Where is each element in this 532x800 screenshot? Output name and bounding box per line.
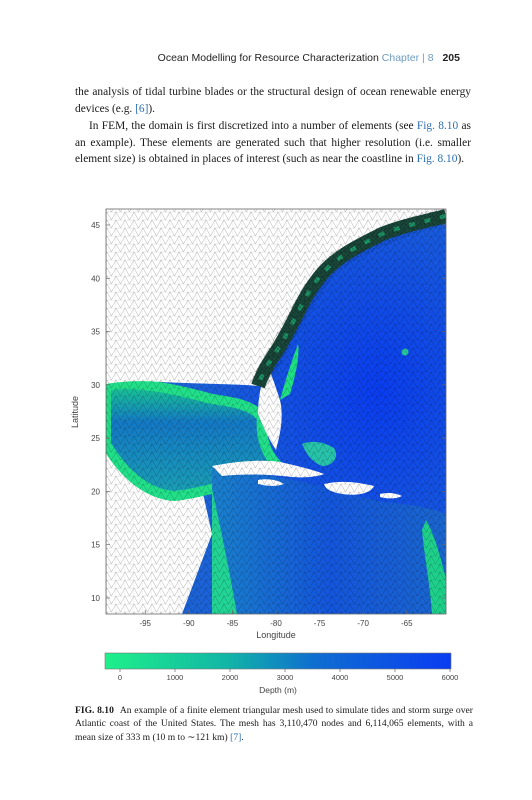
- paragraph-2: In FEM, the domain is first discretized …: [75, 118, 471, 168]
- paragraph-1-text-b: ).: [148, 102, 156, 115]
- y-tick-label: 25: [91, 434, 100, 443]
- y-tick-label: 15: [91, 541, 100, 550]
- y-tick-label: 20: [91, 487, 100, 496]
- y-tick-label: 40: [91, 274, 100, 283]
- colorbar-tick-marks: [119, 669, 451, 672]
- x-tick-label: -70: [357, 619, 369, 628]
- colorbar-tick-label: 6000: [442, 673, 459, 682]
- x-tick-label: -85: [227, 619, 239, 628]
- y-tick-labels: 45 40 35 30 25 20 15 10: [91, 221, 100, 603]
- paragraph-2-text-a: In FEM, the domain is first discretized …: [89, 120, 417, 132]
- x-tick-label: -80: [270, 619, 282, 628]
- x-tick-label: -90: [183, 619, 195, 628]
- citation-link-6[interactable]: [6]: [135, 102, 149, 115]
- colorbar-tick-label: 5000: [387, 673, 404, 682]
- colorbar-gradient: [105, 653, 451, 669]
- colorbar-tick-labels: 0 1000 2000 3000 4000 5000 6000: [118, 673, 458, 682]
- colorbar-tick-label: 0: [118, 673, 122, 682]
- running-head-chapter: Chapter | 8: [381, 52, 434, 64]
- colorbar-tick-label: 3000: [277, 673, 294, 682]
- plot-axes: 45 40 35 30 25 20 15 10 -95 -90 -85 -80 …: [70, 208, 447, 640]
- y-tick-marks: [106, 224, 446, 599]
- figure-caption: FIG. 8.10 An example of a finite element …: [75, 704, 473, 744]
- mesh-depth-map: 45 40 35 30 25 20 15 10 -95 -90 -85 -80 …: [70, 208, 458, 695]
- running-head-title: Ocean Modelling for Resource Characteriz…: [157, 52, 379, 64]
- paragraph-2-text-b: as an example). These elements are gener…: [75, 120, 471, 166]
- figure-link-8-10[interactable]: Fig. 8.10: [416, 120, 459, 132]
- x-tick-label: -75: [314, 619, 326, 628]
- figure-caption-text-b: .: [241, 731, 244, 743]
- colorbar: 0 1000 2000 3000 4000 5000 6000 Depth (m…: [104, 652, 458, 695]
- y-tick-label: 30: [91, 381, 100, 390]
- colorbar-label: Depth (m): [259, 685, 297, 695]
- x-tick-labels: -95 -90 -85 -80 -75 -70 -65: [139, 619, 413, 628]
- colorbar-tick-label: 4000: [332, 673, 349, 682]
- x-axis-label: Longitude: [256, 630, 296, 640]
- paragraph-1-text-a: the analysis of tidal turbine blades or …: [75, 86, 471, 115]
- y-tick-label: 45: [91, 221, 100, 230]
- running-head: Ocean Modelling for Resource Characteriz…: [0, 52, 460, 64]
- citation-link-7[interactable]: [7]: [230, 731, 242, 743]
- y-tick-label: 10: [91, 594, 100, 603]
- figure-8-10: 45 40 35 30 25 20 15 10 -95 -90 -85 -80 …: [62, 204, 472, 704]
- page-number: 205: [442, 52, 460, 64]
- figure-link-8-10-second[interactable]: Fig. 8.10: [416, 153, 458, 166]
- paragraph-2-text-c: ).: [457, 153, 465, 166]
- y-tick-label: 35: [91, 328, 100, 337]
- x-tick-label: -95: [139, 619, 151, 628]
- colorbar-tick-label: 2000: [222, 673, 239, 682]
- map-area: [106, 209, 446, 614]
- colorbar-tick-label: 1000: [167, 673, 184, 682]
- x-tick-marks: [144, 610, 408, 614]
- y-axis-label: Latitude: [70, 396, 80, 428]
- x-tick-label: -65: [401, 619, 413, 628]
- figure-caption-label: FIG. 8.10: [75, 705, 114, 716]
- figure-caption-text-a: An example of a finite element triangula…: [75, 705, 473, 743]
- paragraph-1: the analysis of tidal turbine blades or …: [75, 84, 471, 117]
